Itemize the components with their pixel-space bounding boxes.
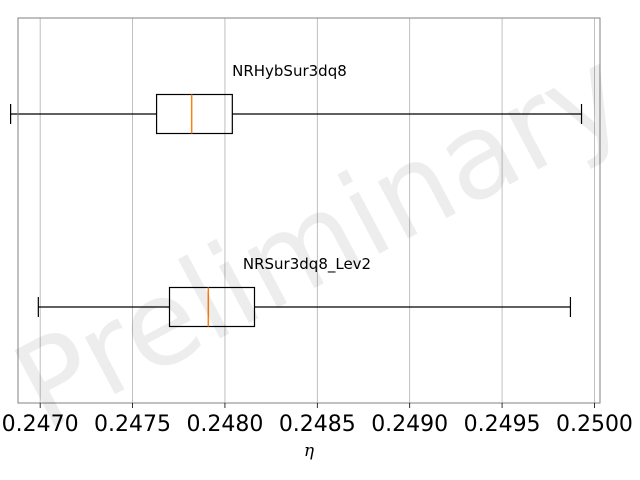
box-series: NRSur3dq8_Lev2 — [37, 255, 572, 328]
series-label: NRHybSur3dq8 — [232, 62, 347, 80]
grid-lines — [39, 18, 595, 403]
x-tick-label: 0.2480 — [186, 412, 263, 437]
x-tick-label: 0.2475 — [94, 412, 171, 437]
x-tick-label: 0.2470 — [2, 412, 79, 437]
box-group: NRHybSur3dq8 NRSur3dq8_Lev2 — [10, 62, 583, 328]
x-tick-label: 0.2500 — [556, 412, 633, 437]
plot-frame — [17, 17, 601, 404]
x-axis: 0.2470 0.2475 0.2480 0.2485 0.2490 0.2495 0.25… — [2, 403, 633, 437]
series-label: NRSur3dq8_Lev2 — [243, 255, 371, 274]
interquartile-box — [155, 93, 233, 135]
x-tick-label: 0.2490 — [371, 412, 448, 437]
x-axis-label: η — [304, 441, 315, 461]
x-tick-label: 0.2485 — [279, 412, 356, 437]
box-series: NRHybSur3dq8 — [10, 62, 583, 135]
interquartile-box — [168, 286, 256, 328]
x-tick-label: 0.2495 — [464, 412, 541, 437]
